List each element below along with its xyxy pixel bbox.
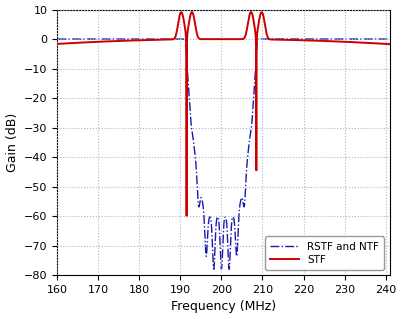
STF <box>77 41 82 45</box>
RSTF and NTF <box>301 37 306 41</box>
RSTF and NTF <box>134 37 139 41</box>
Y-axis label: Gain (dB): Gain (dB) <box>6 113 18 172</box>
STF <box>386 42 391 46</box>
STF <box>182 24 186 27</box>
Legend: RSTF and NTF, STF: RSTF and NTF, STF <box>264 236 383 270</box>
RSTF and NTF <box>235 242 239 246</box>
RSTF and NTF <box>219 267 223 271</box>
STF <box>184 214 188 218</box>
STF <box>301 38 306 42</box>
RSTF and NTF <box>55 37 60 41</box>
X-axis label: Frequency (MHz): Frequency (MHz) <box>170 300 275 314</box>
STF <box>134 38 139 42</box>
STF <box>189 10 194 14</box>
Line: RSTF and NTF: RSTF and NTF <box>57 39 389 269</box>
RSTF and NTF <box>77 37 82 41</box>
STF <box>55 42 60 46</box>
STF <box>254 29 259 33</box>
Line: STF: STF <box>57 12 389 216</box>
RSTF and NTF <box>182 37 186 41</box>
RSTF and NTF <box>386 37 391 41</box>
STF <box>235 37 239 41</box>
RSTF and NTF <box>254 37 259 41</box>
